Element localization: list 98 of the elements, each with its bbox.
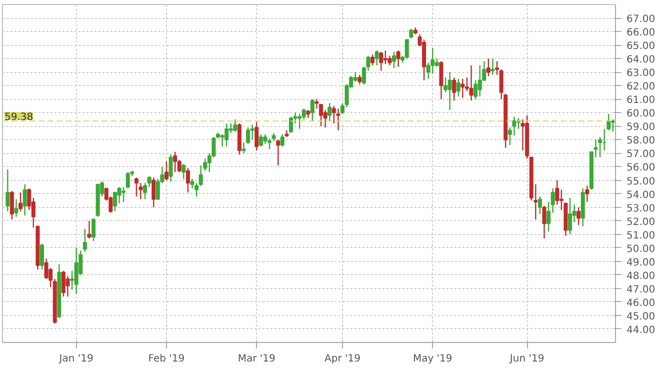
candlestick xyxy=(250,124,254,140)
candlestick xyxy=(512,116,516,136)
candlestick xyxy=(542,205,546,239)
y-tick-label: 67.00 xyxy=(626,14,656,26)
y-tick-label: 55.00 xyxy=(626,176,656,188)
candlestick xyxy=(194,182,199,198)
candlestick xyxy=(18,192,23,212)
candlestick xyxy=(585,185,590,202)
candlestick xyxy=(92,218,96,242)
candlestick xyxy=(22,184,27,216)
y-tick-label: 48.00 xyxy=(626,270,656,282)
candlestick xyxy=(224,122,229,148)
candlestick xyxy=(486,58,490,77)
candlestick xyxy=(439,60,444,100)
candlestick xyxy=(474,80,478,100)
candlestick xyxy=(460,78,465,98)
candlestick xyxy=(152,176,156,208)
candlestick xyxy=(396,50,400,68)
candlestick xyxy=(383,50,388,65)
candlestick xyxy=(258,134,263,148)
y-tick-label: 59.00 xyxy=(626,122,656,134)
candlestick xyxy=(66,276,70,298)
candlestick xyxy=(10,190,14,220)
candlestick xyxy=(478,64,482,98)
candlestick xyxy=(263,134,268,144)
y-tick-label: 65.00 xyxy=(626,41,656,52)
candlestick xyxy=(134,176,138,198)
y-tick-label: 64.00 xyxy=(626,54,656,66)
candlestick xyxy=(276,139,280,166)
candlestick xyxy=(310,98,314,122)
x-tick-label: Mar '19 xyxy=(238,354,276,364)
candlestick xyxy=(164,160,168,181)
candlestick xyxy=(392,51,396,69)
candlestick xyxy=(336,108,340,131)
candlestick xyxy=(182,163,186,180)
candlestick xyxy=(117,186,122,204)
y-tick-label: 62.00 xyxy=(626,82,656,93)
y-tick-label: 49.00 xyxy=(626,257,656,268)
y-tick-label: 54.00 xyxy=(626,190,656,201)
candlestick xyxy=(280,134,284,148)
candlestick xyxy=(190,178,194,189)
y-tick-label: 50.00 xyxy=(626,244,656,255)
x-tick-label: Jan '19 xyxy=(58,354,94,364)
candlestick xyxy=(555,180,560,206)
candlestick xyxy=(328,102,332,122)
y-tick-label: 63.00 xyxy=(626,68,656,80)
candlestick xyxy=(82,228,87,253)
candlestick xyxy=(448,72,452,111)
y-tick-label: 58.00 xyxy=(626,136,656,147)
candlestick xyxy=(233,118,238,132)
candlestick xyxy=(168,154,173,182)
candlestick xyxy=(173,151,178,173)
candlestick xyxy=(576,206,581,226)
candlestick xyxy=(374,50,379,66)
candlestick xyxy=(404,39,409,60)
candlestick xyxy=(284,130,289,138)
candlestick xyxy=(490,58,495,76)
candlestick xyxy=(358,74,362,85)
candlestick xyxy=(14,198,18,218)
candlestick xyxy=(469,64,474,102)
y-tick-label: 60.00 xyxy=(626,108,656,120)
candlestick xyxy=(379,51,384,72)
candlestick xyxy=(302,108,306,120)
candlestick xyxy=(6,168,10,212)
candlestick xyxy=(538,196,542,215)
x-tick-label: May '19 xyxy=(412,354,452,364)
candlestick xyxy=(40,243,44,270)
y-tick-label: 61.00 xyxy=(626,95,656,106)
y-tick-label: 46.00 xyxy=(626,298,656,309)
y-tick-label: 53.00 xyxy=(626,203,656,214)
y-tick-label: 44.00 xyxy=(626,324,656,336)
candlestick xyxy=(370,54,375,66)
candlestick xyxy=(456,78,460,98)
y-tick-label: 52.00 xyxy=(626,216,656,228)
candlestick xyxy=(198,164,203,186)
candlestick xyxy=(246,126,250,144)
candlestick xyxy=(177,159,182,173)
candlestick xyxy=(610,118,615,132)
candlestick xyxy=(444,76,448,93)
candlestick xyxy=(126,172,130,189)
candlestick xyxy=(242,142,246,154)
y-tick-label: 66.00 xyxy=(626,28,656,39)
y-tick-label: 57.00 xyxy=(626,149,656,160)
y-tick-label: 47.00 xyxy=(626,284,656,296)
candlestick xyxy=(254,122,259,152)
y-tick-label: 45.00 xyxy=(626,311,656,322)
y-tick-label: 51.00 xyxy=(626,230,656,242)
x-tick-label: Feb '19 xyxy=(148,354,185,364)
y-tick-label: 56.00 xyxy=(626,162,656,174)
x-tick-label: Apr '19 xyxy=(324,354,360,364)
candlestick xyxy=(87,220,92,239)
candlestick xyxy=(186,167,190,194)
x-tick-label: Jun '19 xyxy=(508,354,544,364)
candlestick xyxy=(495,60,500,76)
candlestick xyxy=(122,186,126,202)
candlestick xyxy=(409,28,414,39)
candlestick xyxy=(74,247,78,294)
candlestick xyxy=(452,76,456,102)
